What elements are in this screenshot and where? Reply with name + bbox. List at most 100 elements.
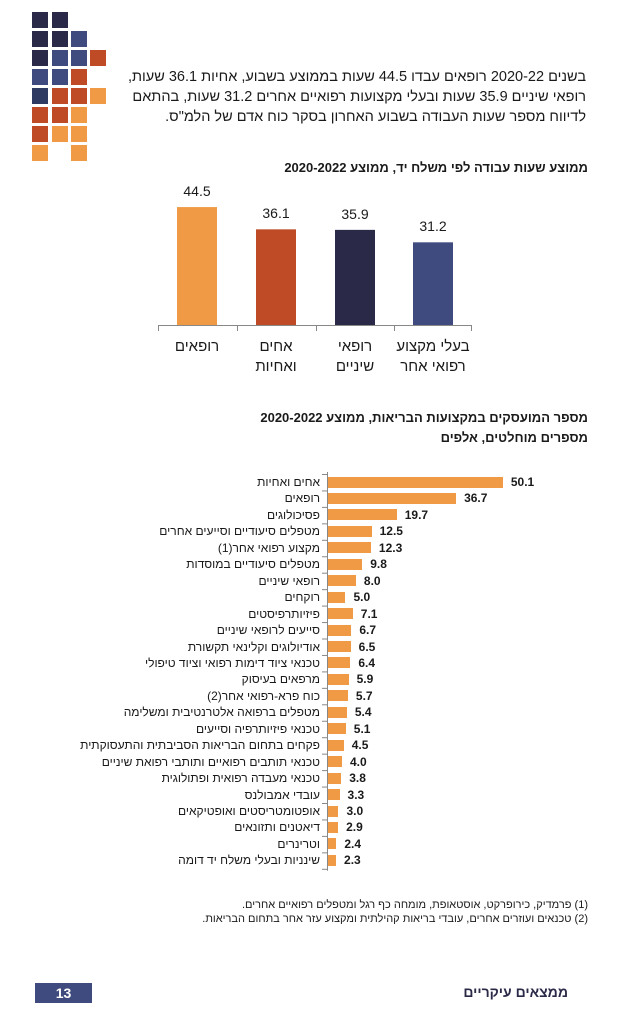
footnote-1: (1) פרמדיק, כירופרקט, אוסטאופת, מומחה כף… <box>241 899 588 911</box>
chart1-bar <box>256 229 296 325</box>
chart2-value-label: 4.0 <box>349 754 367 769</box>
logo-square <box>32 145 48 161</box>
chart2-bar <box>328 525 372 537</box>
logo-square <box>71 107 87 123</box>
chart2-category-label: רופאי שיניים <box>258 573 320 588</box>
logo-square <box>32 31 48 47</box>
chart2-category-label: פקחים בתחום הבריאות הסביבתית והתעסוקתית <box>80 738 320 753</box>
footnote-2: (2) טכנאים ועוזרים אחרים, עובדי בריאות ק… <box>202 913 588 925</box>
chart1-category-label: רופאים <box>158 337 236 357</box>
chart2-bar <box>328 591 346 603</box>
chart2-category-label: שינניות ובעלי משלח יד דומה <box>178 853 320 868</box>
logo-square <box>32 88 48 104</box>
chart2-value-label: 6.5 <box>358 639 376 654</box>
logo-square <box>71 88 87 104</box>
chart2-value-label: 4.5 <box>351 738 369 753</box>
chart2-value-label: 50.1 <box>510 475 535 489</box>
chart2-category-label: פסיכולוגים <box>266 507 320 522</box>
chart2-value-label: 3.3 <box>347 787 365 802</box>
chart2-title: מספר המועסקים במקצועות הבריאות, ממוצע 20… <box>260 410 588 425</box>
chart2-category-label: טכנאי פיזיותרפיה וסייעים <box>195 721 320 736</box>
chart2-value-label: 36.7 <box>464 491 488 506</box>
chart2-value-label: 9.8 <box>370 557 387 572</box>
chart1-bar <box>177 207 217 325</box>
chart1-category-label: בעלי מקצוע רפואי אחר <box>394 337 472 377</box>
chart1-value-label: 31.2 <box>419 218 447 235</box>
logo-square <box>52 126 68 142</box>
chart2-value-label: 12.3 <box>378 540 403 555</box>
chart2-category-label: וטרינרים <box>277 836 320 851</box>
chart2-bar <box>328 575 356 587</box>
logo-square <box>71 126 87 142</box>
logo-square <box>32 69 48 85</box>
chart2-bar <box>328 821 339 833</box>
chart2-category-label: אחים ואחיות <box>257 475 320 489</box>
chart2-category-label: רופאים <box>284 491 320 506</box>
chart2-value-label: 8.0 <box>363 573 381 588</box>
chart2-value-label: 6.7 <box>359 623 377 638</box>
chart2-value-label: 2.4 <box>344 836 362 851</box>
chart2-value-label: 7.1 <box>360 606 378 621</box>
chart2-value-label: 5.7 <box>355 688 373 703</box>
logo-square <box>32 126 48 142</box>
page-number: 13 <box>35 983 92 1003</box>
logo-square <box>52 12 68 28</box>
logo-square <box>52 107 68 123</box>
category-line: בעלי מקצוע <box>396 338 470 355</box>
chart2-value-label: 5.4 <box>354 705 372 720</box>
chart2-bar <box>328 608 353 620</box>
chart2-category-label: טכנאי מעבדה רפואית ופתולוגית <box>161 771 320 786</box>
chart2-value-label: 5.1 <box>353 721 371 736</box>
chart2-bar <box>328 624 352 636</box>
chart2-category-label: כוח פרא-רפואי אחר(2) <box>207 688 320 703</box>
chart2-bar <box>328 492 457 504</box>
logo-square <box>90 50 106 66</box>
chart2-category-label: רוקחים <box>284 590 320 605</box>
logo-square <box>71 31 87 47</box>
category-line: רופאים <box>174 338 220 355</box>
chart2-category-label: מרפאים בעיסוק <box>241 672 320 687</box>
chart2-bar <box>328 641 351 652</box>
logo-square <box>90 88 106 104</box>
chart2-bar <box>328 756 342 768</box>
intro-paragraph: בשנים 2020-22 רופאים עבדו 44.5 שעות בממו… <box>127 69 586 125</box>
chart2-value-label: 3.8 <box>349 771 366 786</box>
chart2-bar <box>328 723 346 735</box>
chart2-bar <box>328 854 337 866</box>
chart2-category-label: אודיולוגים וקלינאי תקשורת <box>187 639 320 654</box>
chart2-bar <box>328 509 397 521</box>
chart2-value-label: 5.9 <box>356 672 374 687</box>
category-line: שיניים <box>335 358 375 375</box>
chart2-category-label: דיאטנים ותזונאים <box>234 820 320 835</box>
logo-square <box>52 31 68 47</box>
chart2-category-label: עובדי אמבולנס <box>244 787 320 802</box>
logo-square <box>71 145 87 161</box>
chart2-bar <box>328 789 340 801</box>
chart2-bar <box>328 673 349 685</box>
chart1-category-label: אחים ואחיות <box>237 337 315 377</box>
chart2-bar <box>328 558 363 570</box>
chart2-value-label: 2.3 <box>344 853 361 868</box>
chart2-category-label: סייעים לרופאי שיניים <box>216 623 320 638</box>
chart2-bar <box>328 476 503 488</box>
category-line: ואחיות <box>255 358 297 375</box>
section-title: ממצאים עיקריים <box>463 984 568 1000</box>
logo-square <box>32 50 48 66</box>
chart2-bar <box>328 838 337 850</box>
logo-square <box>52 50 68 66</box>
chart2-category-label: טכנאי ציוד דימות רפואי וציוד טיפולי <box>144 655 320 670</box>
chart2-value-label: 5.0 <box>353 590 371 605</box>
chart2-bar <box>328 805 339 817</box>
chart2-category-label: מקצוע רפואי אחר(1) <box>217 540 320 555</box>
chart1-value-label: 44.5 <box>183 183 211 200</box>
chart2-category-label: מטפלים ברפואה אלטרנטיבית ומשלימה <box>123 705 320 720</box>
chart2-category-label: פיזיותרפיסטים <box>248 606 320 621</box>
chart2-bar <box>328 772 342 784</box>
chart2-bar <box>328 542 371 554</box>
chart2-value-label: 12.5 <box>379 524 403 539</box>
chart1-value-label: 35.9 <box>341 205 369 222</box>
chart2-bar <box>328 657 351 669</box>
chart2-value-label: 6.4 <box>358 655 376 670</box>
chart2-subtitle: מספרים מוחלטים, אלפים <box>440 430 588 445</box>
